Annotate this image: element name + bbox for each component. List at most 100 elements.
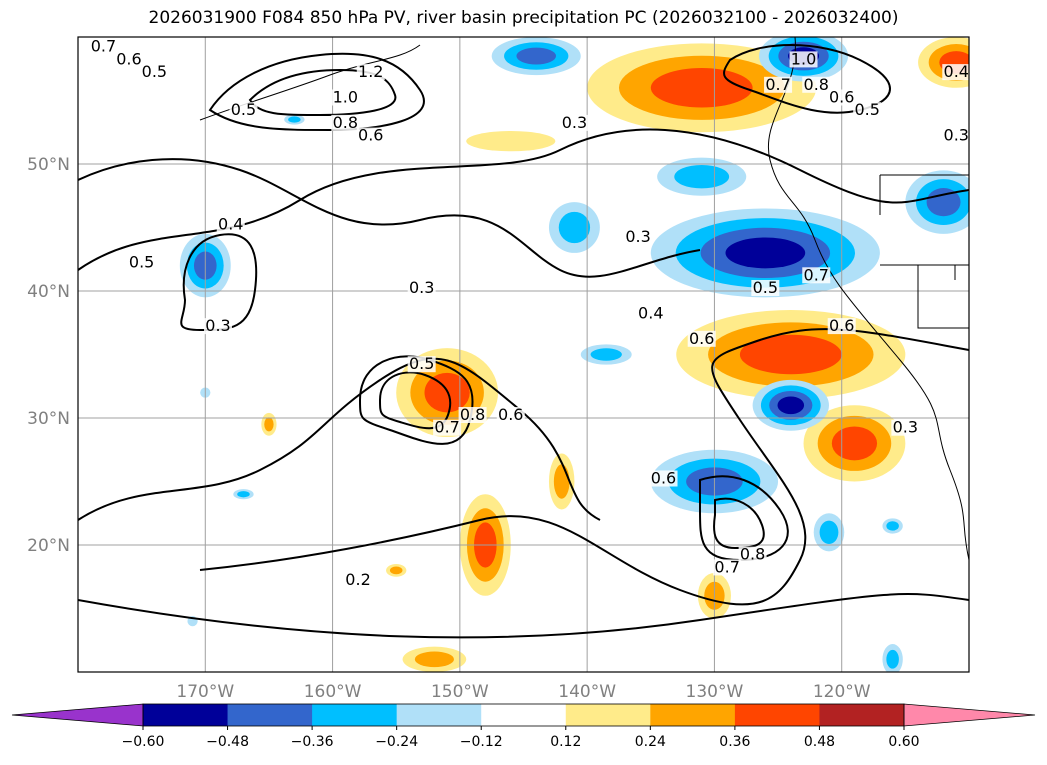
precip-anomaly bbox=[886, 649, 899, 669]
pv-contours bbox=[78, 44, 969, 639]
colorbar-frame bbox=[142, 703, 905, 727]
pv-contour-label: 0.4 bbox=[218, 215, 243, 234]
precip-anomaly bbox=[590, 348, 622, 361]
pv-contour-label-bg bbox=[649, 470, 678, 487]
pv-contour-label: 0.8 bbox=[740, 545, 765, 564]
lon-tick-label: 170°W bbox=[176, 682, 234, 702]
pv-contour-label: 0.2 bbox=[345, 570, 370, 589]
precip-anomaly bbox=[558, 211, 591, 244]
pv-contour-label-bg bbox=[827, 89, 856, 106]
pv-contour-label: 0.3 bbox=[625, 227, 650, 246]
pv-contour-label-bg bbox=[204, 318, 233, 335]
pv-contour-label: 0.6 bbox=[689, 329, 714, 348]
precip-anomaly bbox=[739, 334, 842, 375]
pv-contour-label-bg bbox=[738, 546, 767, 563]
pv-contour bbox=[378, 371, 452, 430]
colorbar-segment bbox=[396, 704, 482, 726]
pv-contour-label-bg bbox=[331, 114, 360, 131]
pv-contour-label-bg bbox=[127, 254, 156, 271]
coastline-north-america bbox=[768, 37, 969, 561]
colorbar-tick-label: 0.36 bbox=[719, 734, 750, 750]
colorbar-tick-label: −0.60 bbox=[122, 734, 165, 750]
pv-contour-label-bg bbox=[114, 51, 143, 68]
colorbar-tick-label: −0.24 bbox=[375, 734, 418, 750]
pv-contour bbox=[199, 328, 969, 606]
colorbar-tick-label: −0.12 bbox=[460, 734, 503, 750]
pv-contour-label-bg bbox=[891, 419, 920, 436]
pv-contour-label-bg bbox=[458, 407, 487, 423]
pv-contour-label-bg bbox=[433, 419, 462, 436]
pv-contour-label-bg bbox=[764, 76, 793, 93]
pv-contour-label: 0.8 bbox=[804, 75, 829, 94]
precip-anomaly bbox=[237, 491, 250, 498]
pv-contour-label: 0.5 bbox=[231, 100, 256, 119]
pv-contour-label: 0.3 bbox=[893, 418, 918, 437]
pv-contour-label-bg bbox=[624, 229, 653, 246]
colorbar-segment bbox=[481, 704, 567, 726]
pv-contour-label-bg bbox=[636, 305, 665, 322]
pv-contour-label-bg bbox=[713, 559, 742, 576]
precip-anomaly bbox=[288, 116, 301, 123]
pv-contour-label-bg bbox=[853, 102, 882, 119]
pv-contour-label: 0.7 bbox=[804, 265, 829, 284]
pv-contour-label: 0.4 bbox=[944, 62, 969, 81]
colorbar-segment bbox=[565, 704, 651, 726]
precip-anomaly bbox=[264, 417, 274, 432]
pv-contour-label-bg bbox=[560, 114, 589, 131]
lat-tick-label: 40°N bbox=[27, 282, 70, 302]
pv-contour-label-bg bbox=[407, 280, 436, 296]
pv-contour-label: 0.4 bbox=[638, 303, 663, 322]
pv-contour-label-bg bbox=[407, 356, 436, 373]
lon-tick-label: 130°W bbox=[686, 682, 744, 702]
pv-contour-label-bg bbox=[496, 407, 525, 423]
grid-lines bbox=[78, 37, 969, 672]
colorbar-extend-high bbox=[903, 703, 1036, 727]
pv-contour-label: 0.6 bbox=[358, 126, 383, 145]
pv-contour-label: 0.5 bbox=[409, 354, 434, 373]
state-border bbox=[879, 174, 969, 329]
pv-contour bbox=[180, 233, 258, 332]
lat-tick-label: 30°N bbox=[27, 409, 70, 429]
pv-contour-label: 1.0 bbox=[333, 88, 358, 107]
pv-contour-label-bg bbox=[344, 572, 373, 589]
pv-contour-label: 0.5 bbox=[142, 62, 167, 81]
pv-contour bbox=[713, 497, 765, 550]
precip-anomaly bbox=[886, 521, 899, 531]
pv-contour-label: 0.6 bbox=[498, 405, 523, 424]
pv-contour-labels: 0.70.60.50.51.00.80.61.20.30.50.40.30.30… bbox=[89, 37, 969, 589]
precip-anomaly bbox=[819, 520, 839, 545]
pv-contour-label-bg bbox=[802, 267, 831, 284]
colorbar-segment bbox=[312, 704, 398, 726]
precip-anomaly bbox=[389, 566, 403, 575]
colorbar-tick-label: 0.48 bbox=[804, 734, 835, 750]
pv-contour-label-bg bbox=[140, 64, 169, 81]
colorbar-segment bbox=[734, 704, 820, 726]
lon-tick-label: 140°W bbox=[558, 682, 616, 702]
pv-contour-label: 0.5 bbox=[854, 100, 879, 119]
pv-contour-label: 0.8 bbox=[333, 113, 358, 132]
pv-contour-label: 0.7 bbox=[434, 418, 459, 437]
precip-anomaly bbox=[674, 164, 730, 189]
pv-contour-label-bg bbox=[687, 330, 716, 347]
precip-anomaly bbox=[831, 426, 878, 461]
latitude-labels: 50°N 40°N 30°N 20°N bbox=[27, 155, 70, 556]
precip-anomaly bbox=[466, 130, 556, 152]
colorbar-tick-label: −0.48 bbox=[206, 734, 249, 750]
pv-contour-label: 0.3 bbox=[562, 113, 587, 132]
precip-anomaly bbox=[414, 651, 454, 668]
pv-contour-label: 0.6 bbox=[829, 88, 854, 107]
pv-contour-label-bg bbox=[942, 127, 969, 144]
colorbar-extend-low bbox=[11, 703, 144, 727]
pv-contour-label: 0.3 bbox=[409, 278, 434, 297]
pv-contour bbox=[78, 158, 701, 278]
longitude-labels: 170°W 160°W 150°W 140°W 130°W 120°W bbox=[176, 682, 870, 702]
colorbar-segment bbox=[143, 704, 229, 726]
pv-contour-label: 0.3 bbox=[944, 126, 969, 145]
lat-tick-label: 50°N bbox=[27, 155, 70, 175]
pv-contour-label-bg bbox=[789, 51, 818, 68]
lon-tick-label: 150°W bbox=[431, 682, 489, 702]
pv-contour-label-bg bbox=[356, 64, 385, 81]
map-frame bbox=[77, 36, 970, 673]
pv-contour-label: 0.3 bbox=[205, 316, 230, 335]
